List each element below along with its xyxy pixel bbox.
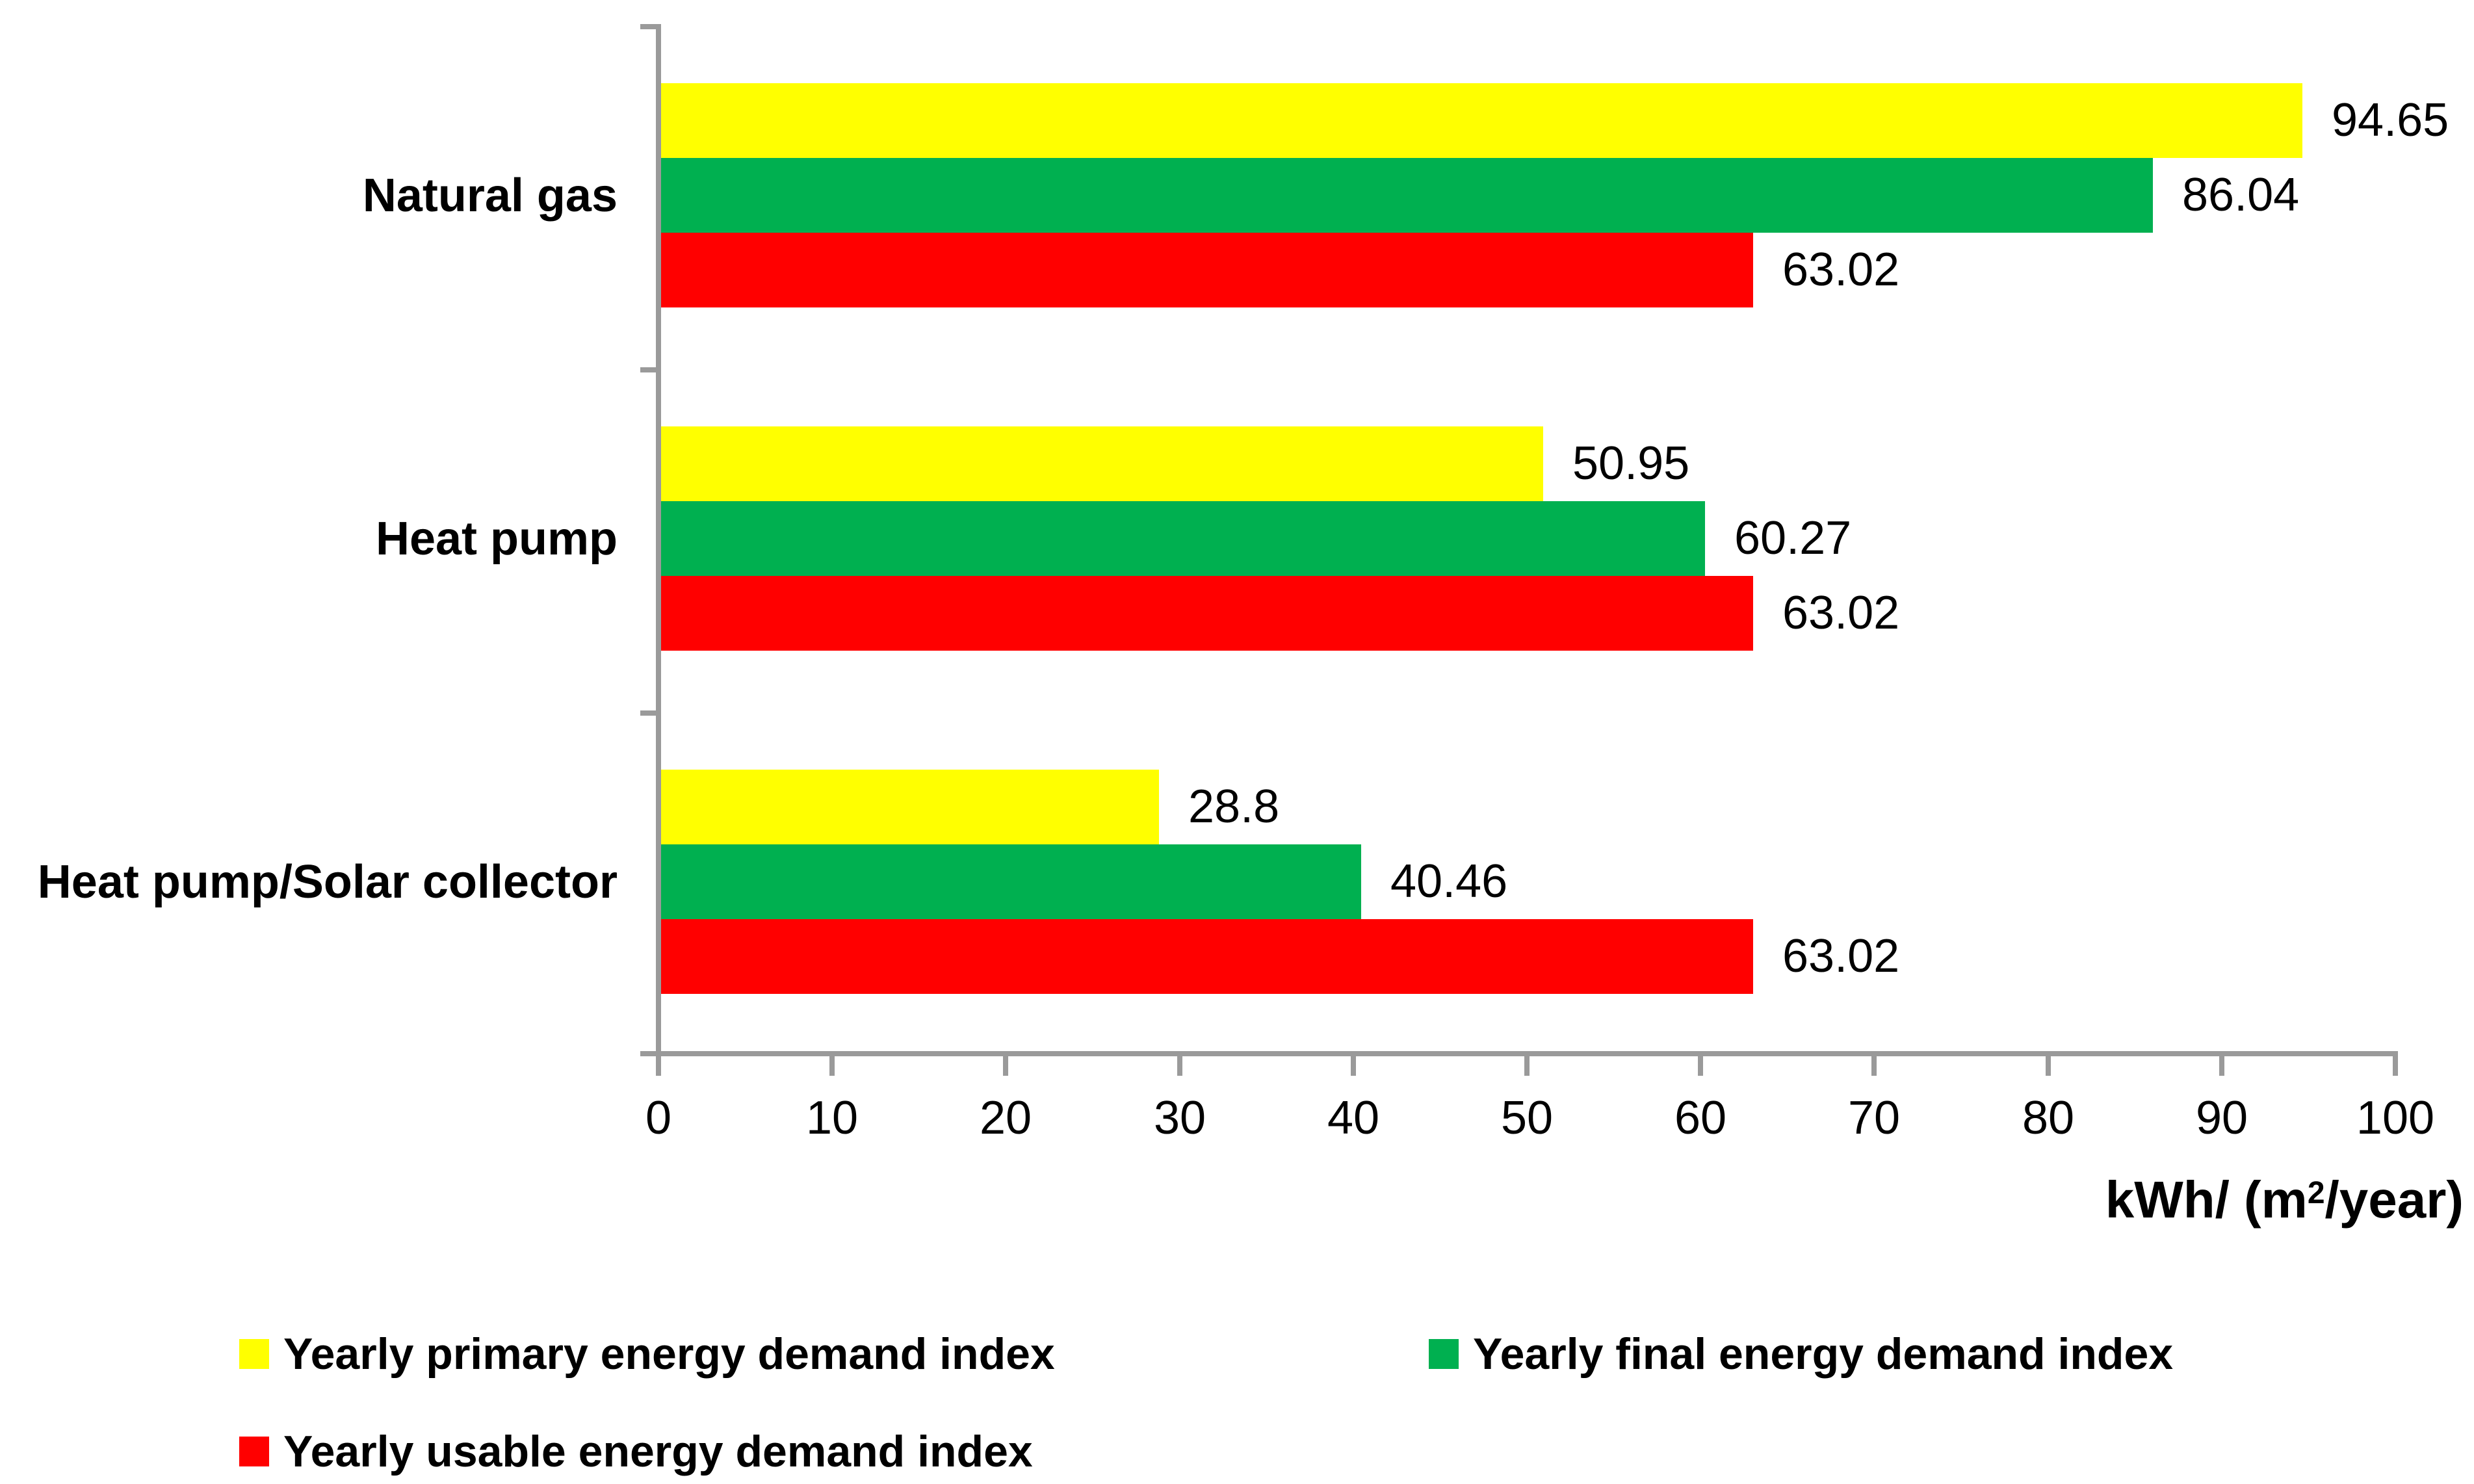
x-tick-label: 90 <box>2195 1092 2248 1144</box>
x-axis-tick <box>1871 1051 1877 1076</box>
bar <box>658 770 1159 844</box>
y-axis-line <box>656 24 661 1076</box>
bar-value-label: 60.27 <box>1734 512 1852 564</box>
x-tick-label: 100 <box>2356 1092 2435 1144</box>
legend-swatch <box>239 1437 269 1466</box>
x-axis-tick <box>1177 1051 1182 1076</box>
bar-value-label: 86.04 <box>2182 169 2300 221</box>
x-tick-label: 30 <box>1153 1092 1206 1144</box>
legend-swatch <box>1429 1339 1459 1369</box>
y-axis-tick <box>640 710 658 716</box>
x-axis-tick <box>2219 1051 2224 1076</box>
x-axis-title-prefix: kWh/ (m <box>2105 1171 2308 1229</box>
bar <box>658 919 1753 994</box>
legend-label: Yearly usable energy demand index <box>283 1427 1033 1476</box>
x-axis-tick <box>656 1051 661 1076</box>
x-axis-tick <box>829 1051 835 1076</box>
bar <box>658 501 1705 576</box>
x-tick-label: 60 <box>1674 1092 1727 1144</box>
y-axis-tick <box>640 367 658 372</box>
legend-item: Yearly usable energy demand index <box>239 1422 1033 1481</box>
bar <box>658 158 2153 233</box>
bar <box>658 426 1543 501</box>
category-label: Heat pump/Solar collector <box>37 856 618 908</box>
bar-value-label: 94.65 <box>2332 94 2449 146</box>
x-tick-label: 50 <box>1500 1092 1554 1144</box>
bar-value-label: 63.02 <box>1782 244 1900 296</box>
bar <box>658 844 1361 919</box>
legend-item: Yearly final energy demand index <box>1429 1325 2173 1383</box>
x-tick-label: 0 <box>645 1092 672 1144</box>
x-axis-title: kWh/ (m2/year) <box>2105 1170 2464 1230</box>
x-tick-label: 10 <box>805 1092 859 1144</box>
legend-item: Yearly primary energy demand index <box>239 1325 1055 1383</box>
x-tick-label: 80 <box>2022 1092 2075 1144</box>
x-axis-tick <box>1351 1051 1356 1076</box>
bar <box>658 233 1753 307</box>
x-axis-tick <box>1003 1051 1008 1076</box>
x-axis-tick <box>1698 1051 1703 1076</box>
bar-value-label: 40.46 <box>1390 855 1508 907</box>
x-axis-tick <box>1524 1051 1530 1076</box>
plot-area: 94.65 86.04 63.02 50.95 60.27 63.02 28.8 40.46 6… <box>658 24 2449 1054</box>
legend-label: Yearly primary energy demand index <box>283 1329 1055 1379</box>
y-axis-tick <box>640 24 658 29</box>
x-tick-label: 40 <box>1327 1092 1380 1144</box>
legend-label: Yearly final energy demand index <box>1473 1329 2174 1379</box>
category-label: Heat pump <box>375 513 618 565</box>
bar-value-label: 50.95 <box>1572 437 1690 489</box>
x-axis-title-suffix: /year) <box>2324 1171 2464 1229</box>
legend-swatch <box>239 1339 269 1369</box>
x-axis-tick <box>2046 1051 2051 1076</box>
bar-value-label: 28.8 <box>1188 781 1280 833</box>
x-axis-tick <box>2393 1051 2398 1076</box>
bar-value-label: 63.02 <box>1782 930 1900 982</box>
x-tick-label: 20 <box>979 1092 1032 1144</box>
bar-value-label: 63.02 <box>1782 587 1900 639</box>
x-axis-line <box>640 1051 2398 1056</box>
bar <box>658 576 1753 651</box>
category-label: Natural gas <box>362 170 618 222</box>
x-tick-label: 70 <box>1847 1092 1901 1144</box>
bar <box>658 83 2302 158</box>
x-axis-title-superscript: 2 <box>2307 1176 2325 1211</box>
